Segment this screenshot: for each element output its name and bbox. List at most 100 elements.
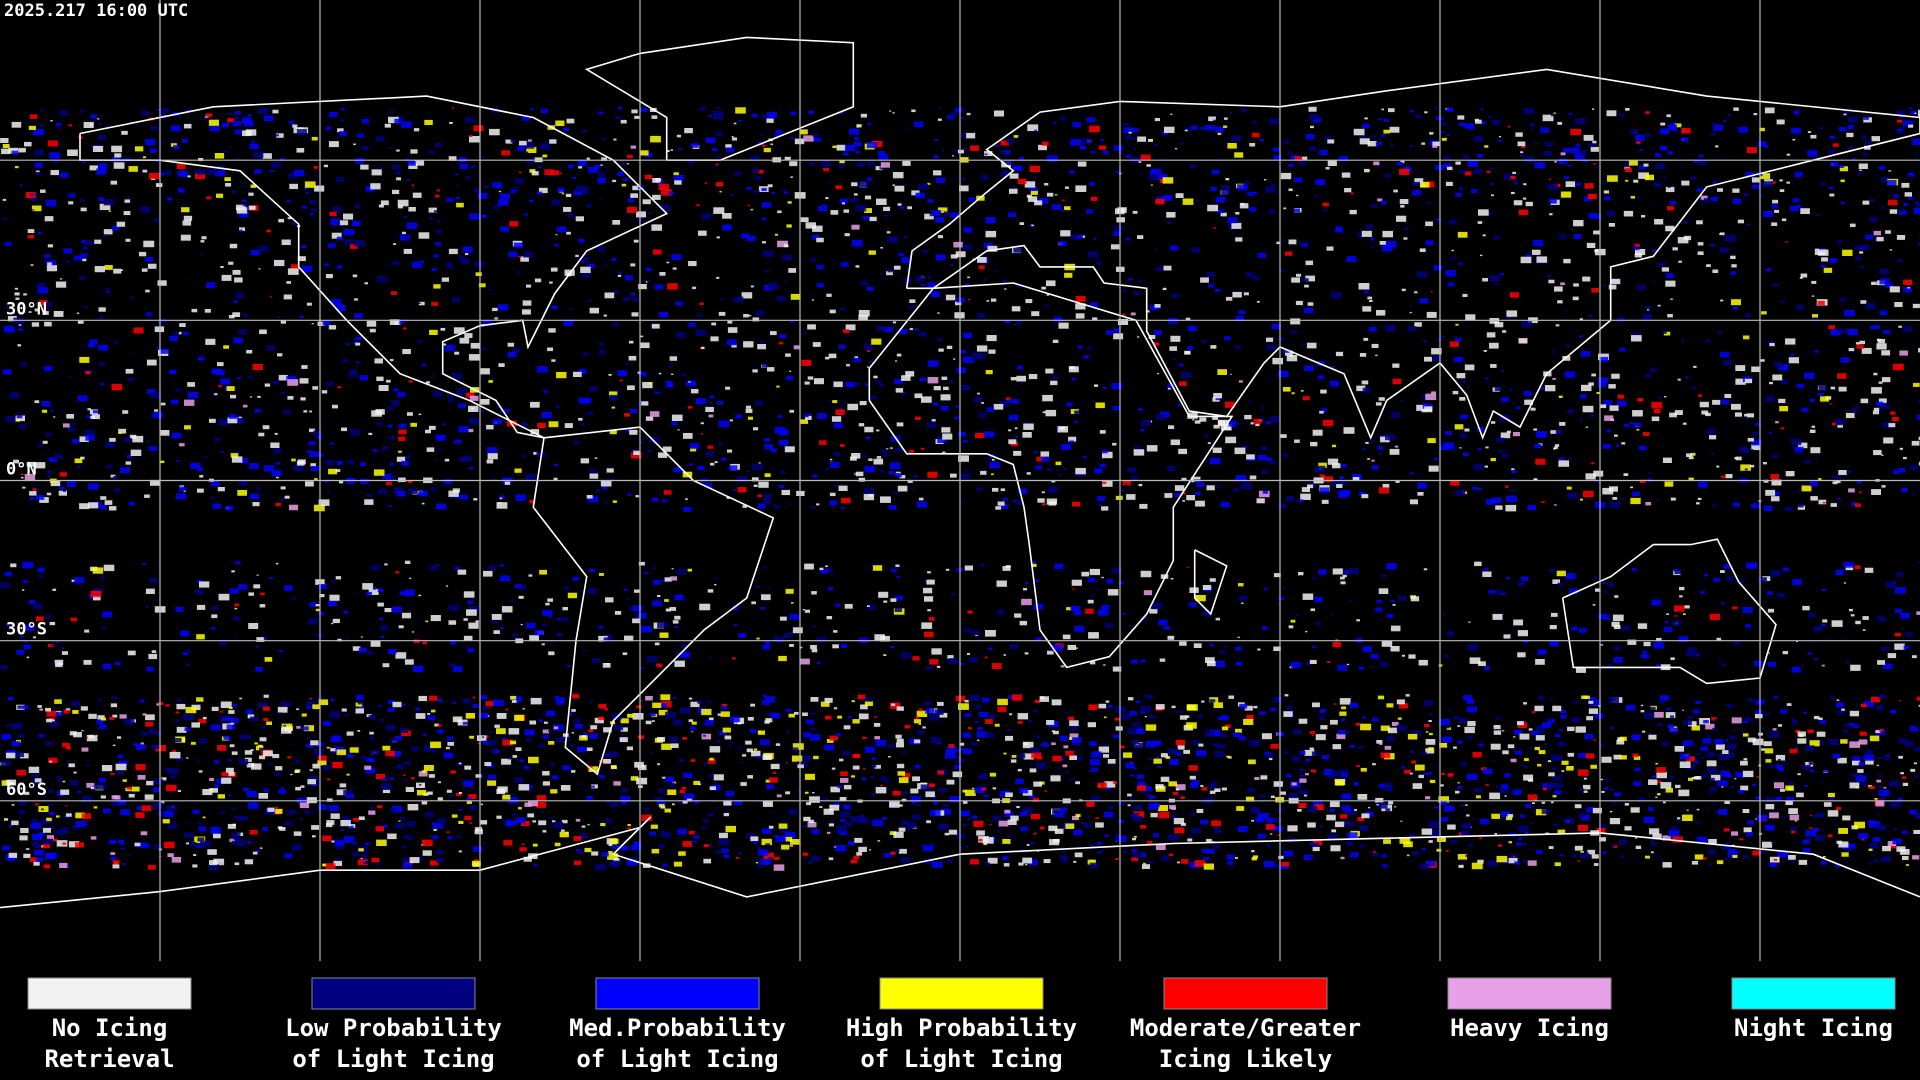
icing-patch bbox=[1767, 661, 1777, 667]
icing-patch bbox=[671, 743, 679, 748]
icing-patch bbox=[1614, 434, 1618, 437]
icing-patch bbox=[403, 761, 411, 766]
icing-patch bbox=[1089, 302, 1098, 308]
icing-patch bbox=[636, 777, 648, 785]
icing-patch bbox=[1890, 845, 1897, 849]
icing-patch bbox=[1187, 838, 1193, 842]
icing-patch bbox=[901, 820, 910, 826]
icing-patch bbox=[1427, 438, 1436, 444]
icing-patch bbox=[302, 726, 309, 731]
icing-patch bbox=[395, 571, 400, 574]
icing-patch bbox=[111, 696, 117, 700]
icing-patch bbox=[753, 748, 758, 751]
icing-patch bbox=[1131, 849, 1137, 853]
icing-patch bbox=[1209, 729, 1220, 737]
icing-patch bbox=[1022, 432, 1032, 438]
icing-patch bbox=[1714, 809, 1721, 813]
icing-patch bbox=[959, 846, 963, 849]
icing-patch bbox=[274, 772, 281, 776]
icing-patch bbox=[1405, 694, 1410, 697]
icing-patch bbox=[46, 718, 53, 723]
icing-patch bbox=[872, 565, 883, 571]
icing-patch bbox=[853, 382, 860, 386]
icing-patch bbox=[250, 716, 258, 722]
icing-patch bbox=[30, 264, 34, 266]
icing-patch bbox=[797, 764, 804, 769]
icing-patch bbox=[668, 788, 671, 790]
icing-patch bbox=[550, 789, 558, 794]
icing-patch bbox=[1333, 244, 1336, 246]
icing-patch bbox=[762, 754, 772, 760]
icing-patch bbox=[264, 383, 271, 387]
icing-patch bbox=[1763, 505, 1773, 511]
icing-patch bbox=[556, 737, 563, 742]
icing-patch bbox=[256, 637, 265, 642]
icing-patch bbox=[125, 238, 131, 242]
icing-patch bbox=[1659, 695, 1669, 701]
icing-patch bbox=[512, 347, 520, 353]
icing-patch bbox=[1116, 833, 1122, 837]
icing-patch bbox=[114, 340, 119, 344]
icing-patch bbox=[138, 749, 141, 751]
icing-patch bbox=[1130, 659, 1138, 664]
icing-patch bbox=[11, 723, 22, 730]
icing-patch bbox=[957, 756, 961, 758]
icing-patch bbox=[667, 789, 677, 795]
icing-patch bbox=[20, 635, 24, 638]
icing-patch bbox=[1703, 720, 1709, 724]
icing-patch bbox=[401, 231, 406, 235]
icing-patch bbox=[874, 764, 881, 769]
icing-patch bbox=[1425, 796, 1431, 800]
icing-patch bbox=[594, 717, 604, 724]
icing-patch bbox=[1611, 373, 1620, 379]
icing-patch bbox=[54, 659, 64, 665]
icing-patch bbox=[520, 256, 529, 262]
icing-patch bbox=[1289, 354, 1293, 357]
icing-patch bbox=[676, 837, 679, 839]
icing-patch bbox=[1177, 403, 1181, 406]
icing-patch bbox=[133, 327, 144, 334]
icing-patch bbox=[220, 701, 232, 708]
icing-patch bbox=[688, 697, 693, 700]
icing-patch bbox=[1583, 490, 1594, 498]
icing-patch bbox=[1342, 574, 1347, 578]
icing-patch bbox=[177, 790, 181, 792]
icing-patch bbox=[1635, 845, 1642, 849]
icing-patch bbox=[1778, 398, 1786, 404]
icing-patch bbox=[486, 739, 497, 746]
icing-patch bbox=[611, 406, 615, 409]
icing-patch bbox=[762, 498, 772, 504]
icing-patch bbox=[1571, 781, 1574, 783]
icing-patch bbox=[1115, 857, 1119, 860]
icing-patch bbox=[1625, 423, 1631, 427]
icing-patch bbox=[73, 771, 77, 774]
icing-patch bbox=[706, 700, 712, 704]
icing-patch bbox=[1511, 468, 1515, 471]
icing-patch bbox=[1273, 646, 1281, 651]
icing-patch bbox=[1462, 293, 1468, 297]
icing-patch bbox=[35, 803, 39, 806]
icing-patch bbox=[523, 765, 530, 770]
icing-patch bbox=[112, 744, 116, 747]
icing-patch bbox=[1656, 767, 1666, 773]
icing-patch bbox=[1574, 845, 1583, 851]
icing-patch bbox=[610, 802, 619, 807]
icing-patch bbox=[658, 804, 665, 808]
icing-patch bbox=[38, 300, 48, 306]
icing-patch bbox=[230, 453, 239, 458]
icing-patch bbox=[982, 837, 994, 844]
icing-patch bbox=[1769, 381, 1773, 385]
icing-patch bbox=[732, 657, 736, 660]
icing-patch bbox=[479, 695, 488, 700]
icing-patch bbox=[943, 386, 949, 391]
icing-patch bbox=[1513, 855, 1516, 857]
icing-patch bbox=[1140, 825, 1147, 829]
icing-patch bbox=[1031, 561, 1037, 565]
icing-patch bbox=[1265, 752, 1274, 758]
icing-patch bbox=[683, 507, 692, 512]
icing-patch bbox=[926, 820, 931, 824]
icing-patch bbox=[1032, 798, 1039, 802]
icing-patch bbox=[1674, 746, 1685, 752]
icing-patch bbox=[145, 721, 154, 727]
icing-patch bbox=[652, 702, 662, 708]
